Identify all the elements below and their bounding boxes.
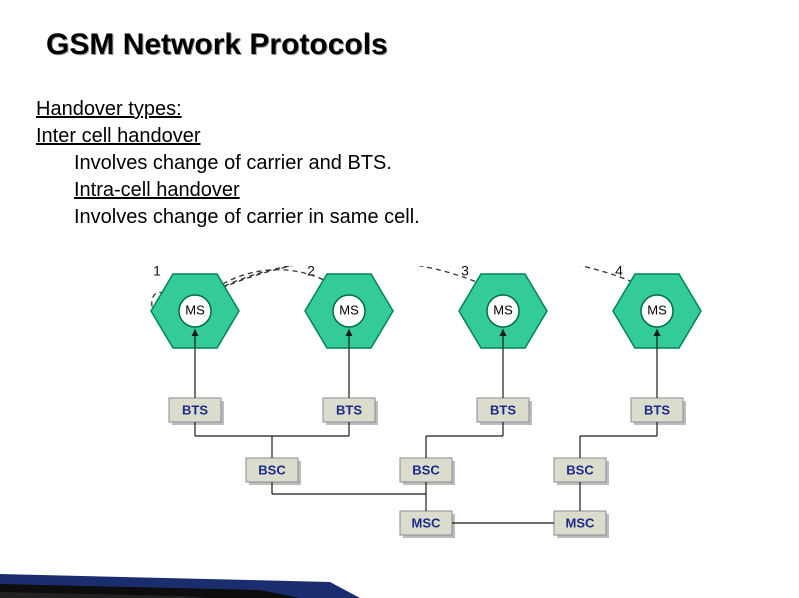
svg-text:BTS: BTS xyxy=(336,402,362,417)
svg-text:MS: MS xyxy=(647,302,667,317)
slide: GSM Network Protocols Handover types: In… xyxy=(0,0,799,598)
svg-text:MS: MS xyxy=(185,302,205,317)
line-inter-cell: Inter cell handover xyxy=(36,125,201,147)
decor-stripe-1 xyxy=(0,574,360,598)
svg-text:MSC: MSC xyxy=(412,515,442,530)
svg-text:BTS: BTS xyxy=(182,402,208,417)
svg-text:MS: MS xyxy=(339,302,359,317)
title-word-3: Protocols xyxy=(249,28,387,61)
decor-stripe-2 xyxy=(0,584,300,598)
body-text: Handover types: Inter cell handover Invo… xyxy=(36,96,420,231)
svg-text:MS: MS xyxy=(493,302,513,317)
svg-text:BSC: BSC xyxy=(412,462,440,477)
line-intra-desc: Involves change of carrier in same cell. xyxy=(36,204,420,231)
line-inter-desc: Involves change of carrier and BTS. xyxy=(36,150,392,177)
svg-text:BSC: BSC xyxy=(566,462,594,477)
svg-text:BTS: BTS xyxy=(644,402,670,417)
svg-text:BTS: BTS xyxy=(490,402,516,417)
line-intra-cell: Intra-cell handover xyxy=(36,177,240,204)
svg-text:BSC: BSC xyxy=(258,462,286,477)
svg-text:2: 2 xyxy=(307,266,315,279)
svg-text:3: 3 xyxy=(461,266,469,279)
handover-arc-4 xyxy=(222,266,646,288)
svg-text:4: 4 xyxy=(615,266,623,279)
slide-title: GSM Network Protocols xyxy=(46,28,388,62)
svg-text:MSC: MSC xyxy=(566,515,596,530)
title-word-2: Network xyxy=(123,28,241,61)
line-handover-types: Handover types: xyxy=(36,98,182,120)
handover-diagram: 1 MS 2 MS 3 MS 4 MS BTS BTS BTS BTS BSC BSC BSC MSC MSC xyxy=(90,266,708,546)
svg-text:1: 1 xyxy=(153,266,161,279)
title-word-1: GSM xyxy=(46,28,114,61)
decor-stripe-3 xyxy=(0,592,210,598)
